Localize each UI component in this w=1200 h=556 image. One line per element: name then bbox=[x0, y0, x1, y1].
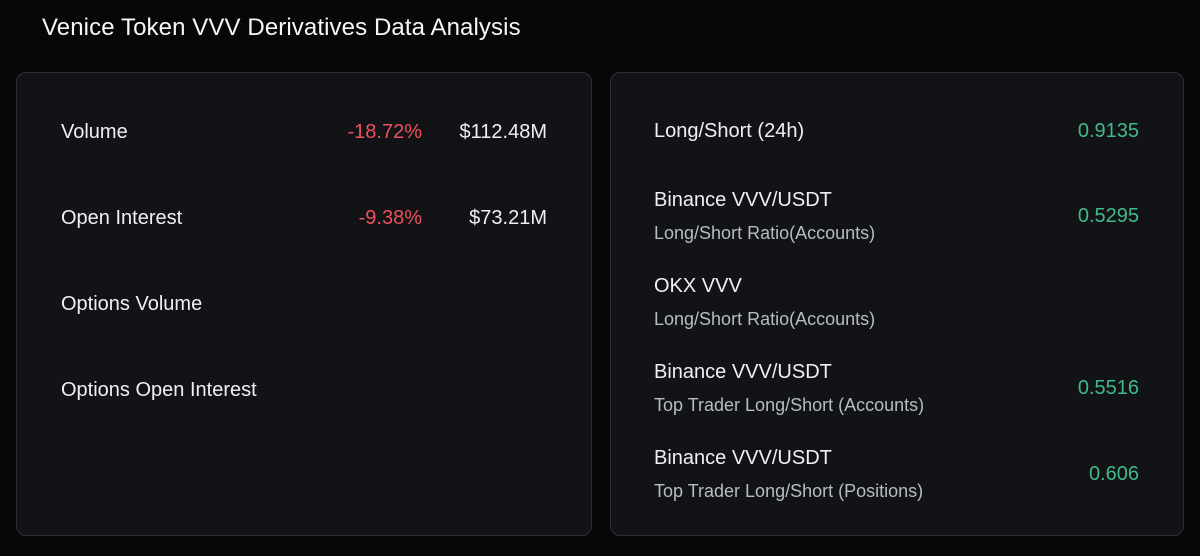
metric-change: -9.38% bbox=[358, 206, 422, 229]
long-short-title: Long/Short (24h) bbox=[654, 120, 805, 142]
long-short-subtitle: Long/Short Ratio(Accounts) bbox=[654, 309, 876, 329]
metric-row-volume: Volume -18.72% $112.48M bbox=[61, 117, 547, 147]
long-short-value: 0.9135 bbox=[1077, 119, 1139, 142]
metric-change: -18.72% bbox=[347, 120, 423, 143]
long-short-title: Binance VVV/USDT bbox=[654, 447, 832, 469]
long-short-title: Binance VVV/USDT bbox=[654, 361, 832, 383]
metric-label: Options Open Interest bbox=[61, 378, 257, 401]
long-short-row: Long/Short (24h) 0.9135 bbox=[654, 117, 1139, 145]
long-short-row: Binance VVV/USDT Top Trader Long/Short (… bbox=[654, 358, 1139, 418]
long-short-subtitle: Long/Short Ratio(Accounts) bbox=[654, 223, 876, 243]
long-short-subtitle: Top Trader Long/Short (Accounts) bbox=[654, 395, 925, 415]
metric-value: $73.21M bbox=[469, 206, 547, 229]
metrics-panel: Volume -18.72% $112.48M Open Interest -9… bbox=[16, 72, 592, 536]
long-short-text: Binance VVV/USDT Top Trader Long/Short (… bbox=[654, 358, 1049, 418]
long-short-row: OKX VVV Long/Short Ratio(Accounts) bbox=[654, 272, 1139, 332]
long-short-value: 0.5516 bbox=[1077, 376, 1139, 399]
metric-row-options-volume: Options Volume bbox=[61, 289, 547, 319]
long-short-panel: Long/Short (24h) 0.9135 Binance VVV/USDT… bbox=[610, 72, 1184, 536]
metric-label: Open Interest bbox=[61, 206, 183, 229]
long-short-title: Binance VVV/USDT bbox=[654, 189, 832, 211]
metric-label: Volume bbox=[61, 120, 128, 143]
long-short-text: OKX VVV Long/Short Ratio(Accounts) bbox=[654, 272, 1049, 332]
long-short-text: Binance VVV/USDT Long/Short Ratio(Accoun… bbox=[654, 186, 1049, 246]
metric-label: Options Volume bbox=[61, 292, 203, 315]
metric-row-open-interest: Open Interest -9.38% $73.21M bbox=[61, 203, 547, 233]
long-short-value: 0.5295 bbox=[1077, 204, 1139, 227]
page-title: Venice Token VVV Derivatives Data Analys… bbox=[42, 14, 521, 41]
metric-value: $112.48M bbox=[459, 120, 547, 143]
long-short-text: Long/Short (24h) bbox=[654, 117, 1049, 145]
long-short-value: 0.606 bbox=[1088, 462, 1139, 485]
metric-row-options-open-interest: Options Open Interest bbox=[61, 375, 547, 405]
long-short-title: OKX VVV bbox=[654, 275, 742, 297]
long-short-subtitle: Top Trader Long/Short (Positions) bbox=[654, 481, 924, 501]
long-short-text: Binance VVV/USDT Top Trader Long/Short (… bbox=[654, 444, 1049, 504]
long-short-row: Binance VVV/USDT Top Trader Long/Short (… bbox=[654, 444, 1139, 504]
long-short-row: Binance VVV/USDT Long/Short Ratio(Accoun… bbox=[654, 186, 1139, 246]
